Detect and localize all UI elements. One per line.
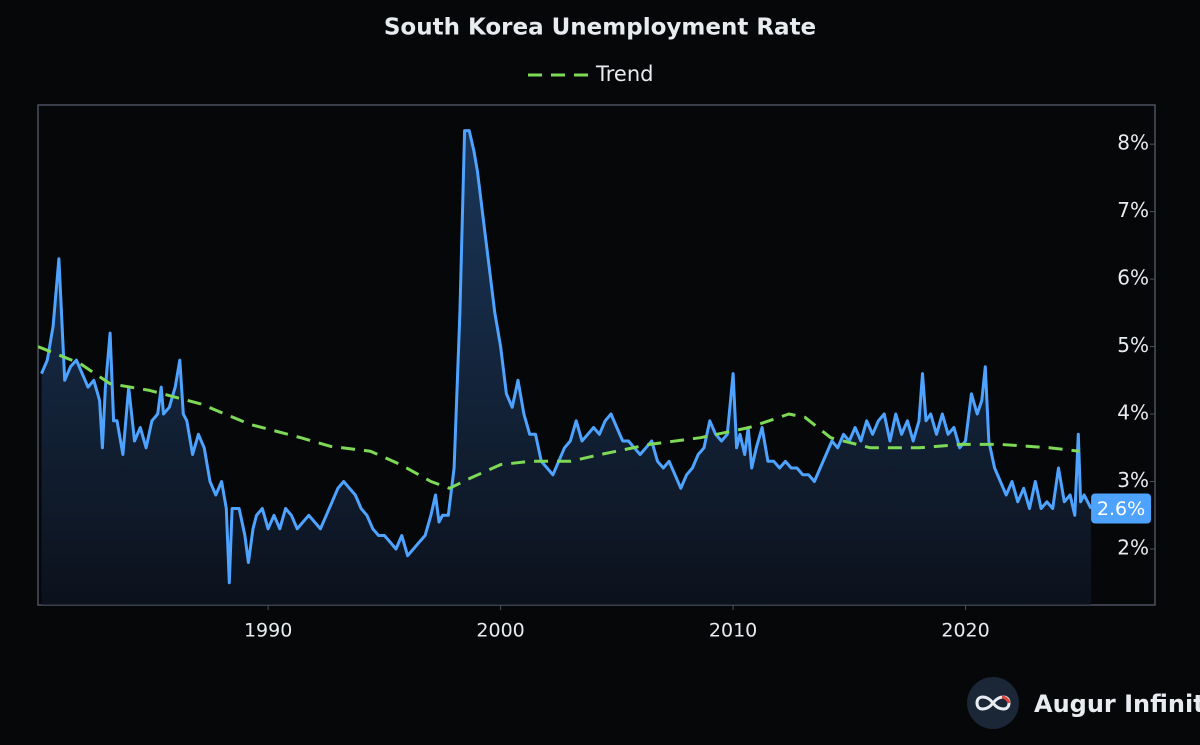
y-tick-label: 8% xyxy=(1117,131,1149,155)
end-label: 2.6% xyxy=(1097,498,1145,520)
chart-title: South Korea Unemployment Rate xyxy=(384,15,816,41)
x-tick-label: 2010 xyxy=(709,620,757,642)
end-label-box xyxy=(1091,493,1152,524)
watermark-text: Augur Infinity xyxy=(1034,690,1200,718)
x-tick-label: 2020 xyxy=(941,620,989,642)
watermark-logo xyxy=(967,677,1019,729)
y-tick-label: 4% xyxy=(1117,401,1149,425)
legend-label: Trend xyxy=(595,62,653,86)
logo-accent xyxy=(1001,695,1011,704)
x-tick-label: 2000 xyxy=(476,620,524,642)
area-fill xyxy=(41,130,1092,605)
y-tick-label: 7% xyxy=(1117,198,1149,222)
plot-area xyxy=(38,129,1093,605)
y-tick-label: 3% xyxy=(1117,468,1149,492)
y-tick-label: 6% xyxy=(1117,266,1149,290)
y-tick-label: 5% xyxy=(1117,333,1149,357)
logo-infinity xyxy=(975,695,1011,711)
x-tick-label: 1990 xyxy=(244,620,292,642)
y-tick-label: 2% xyxy=(1117,535,1149,559)
trend-line xyxy=(38,345,1080,490)
